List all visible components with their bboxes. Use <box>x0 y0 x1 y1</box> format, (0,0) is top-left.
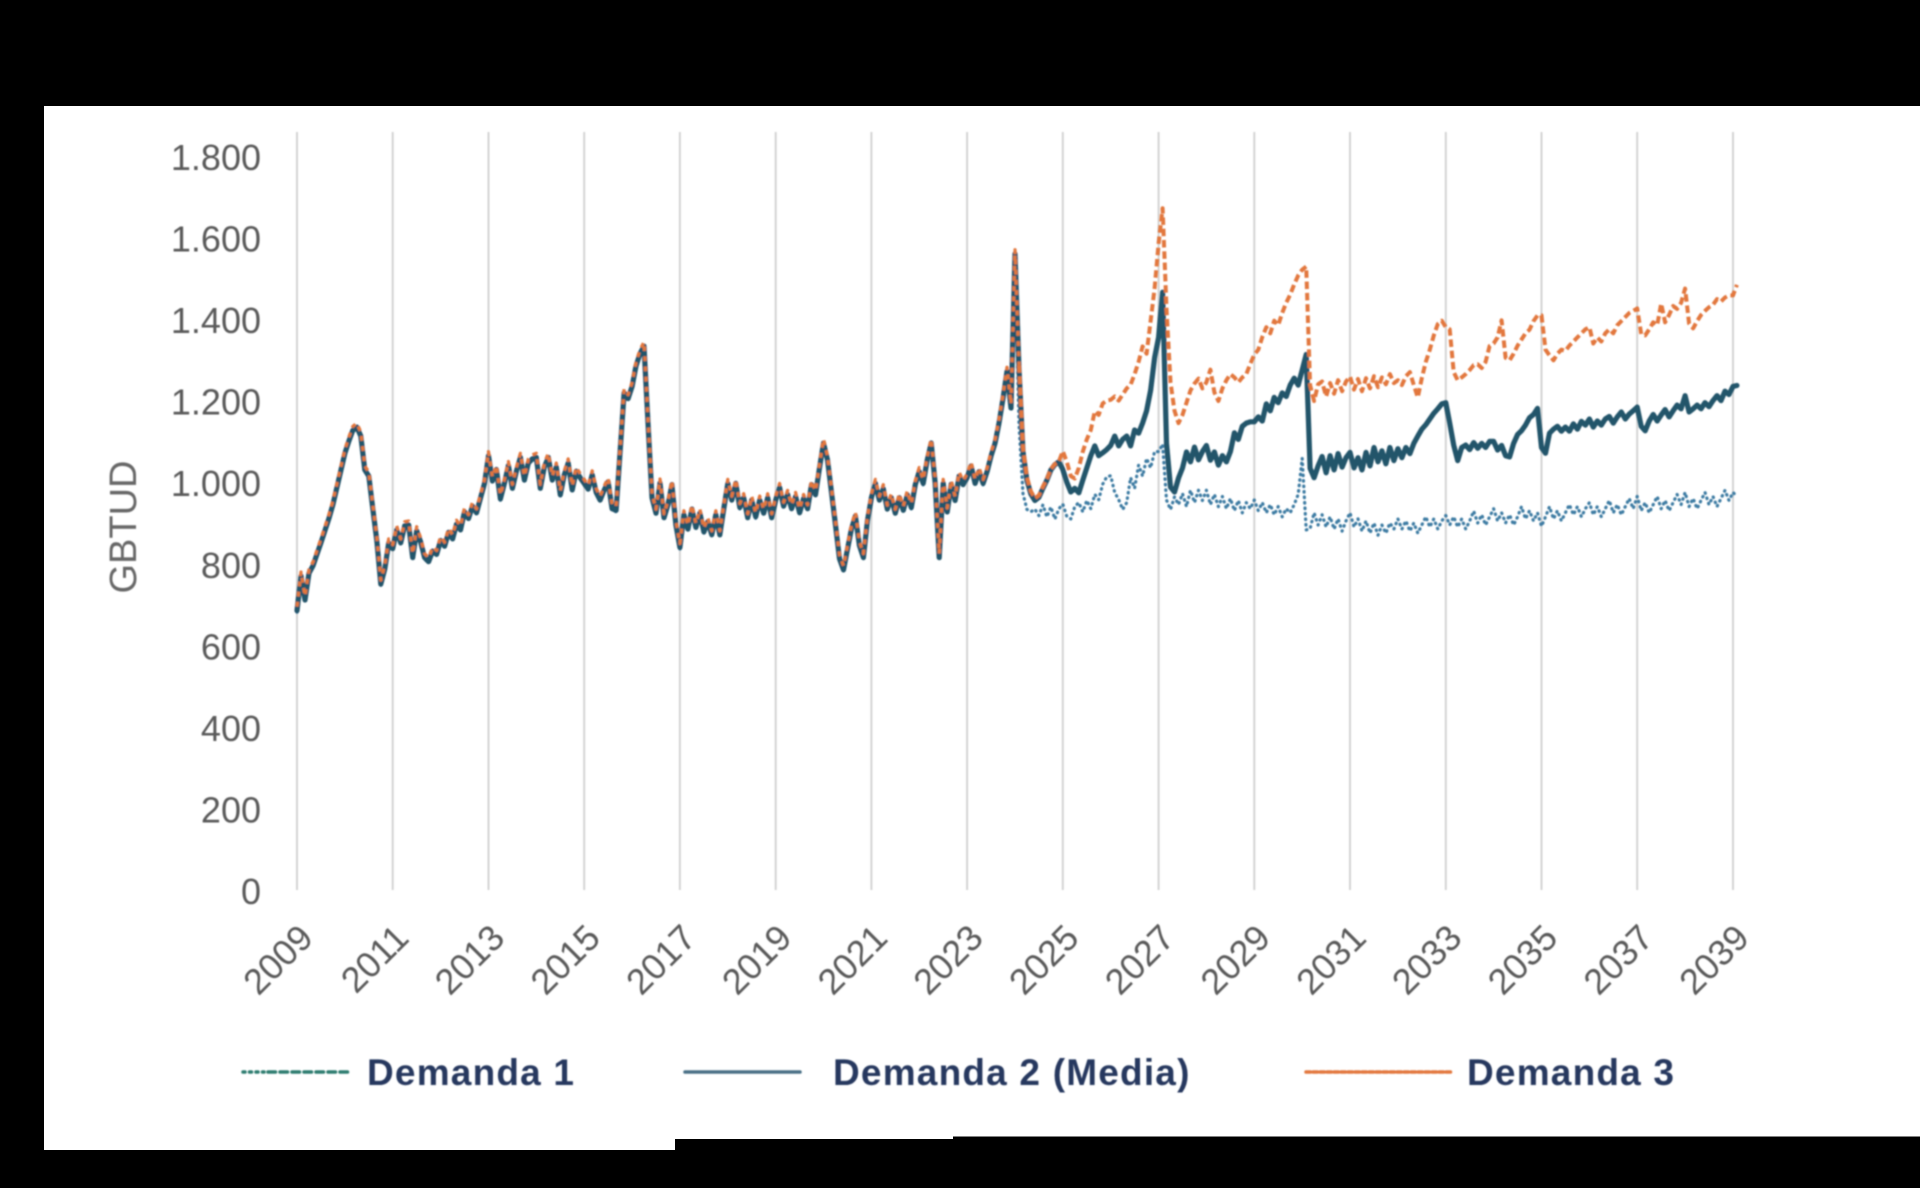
svg-text:1.600: 1.600 <box>171 219 261 260</box>
svg-text:1.200: 1.200 <box>171 382 261 423</box>
svg-text:400: 400 <box>201 708 261 749</box>
svg-text:1.800: 1.800 <box>171 137 261 178</box>
svg-text:1.400: 1.400 <box>171 300 261 341</box>
svg-text:200: 200 <box>201 789 261 830</box>
svg-text:Demanda 2 (Media): Demanda 2 (Media) <box>833 1052 1191 1093</box>
svg-text:Demanda 1: Demanda 1 <box>367 1052 575 1093</box>
svg-text:1.000: 1.000 <box>171 463 261 504</box>
svg-text:GBTUD: GBTUD <box>103 461 145 594</box>
svg-text:0: 0 <box>241 871 261 912</box>
svg-text:600: 600 <box>201 626 261 667</box>
svg-text:Demanda 3: Demanda 3 <box>1467 1052 1675 1093</box>
svg-text:800: 800 <box>201 545 261 586</box>
